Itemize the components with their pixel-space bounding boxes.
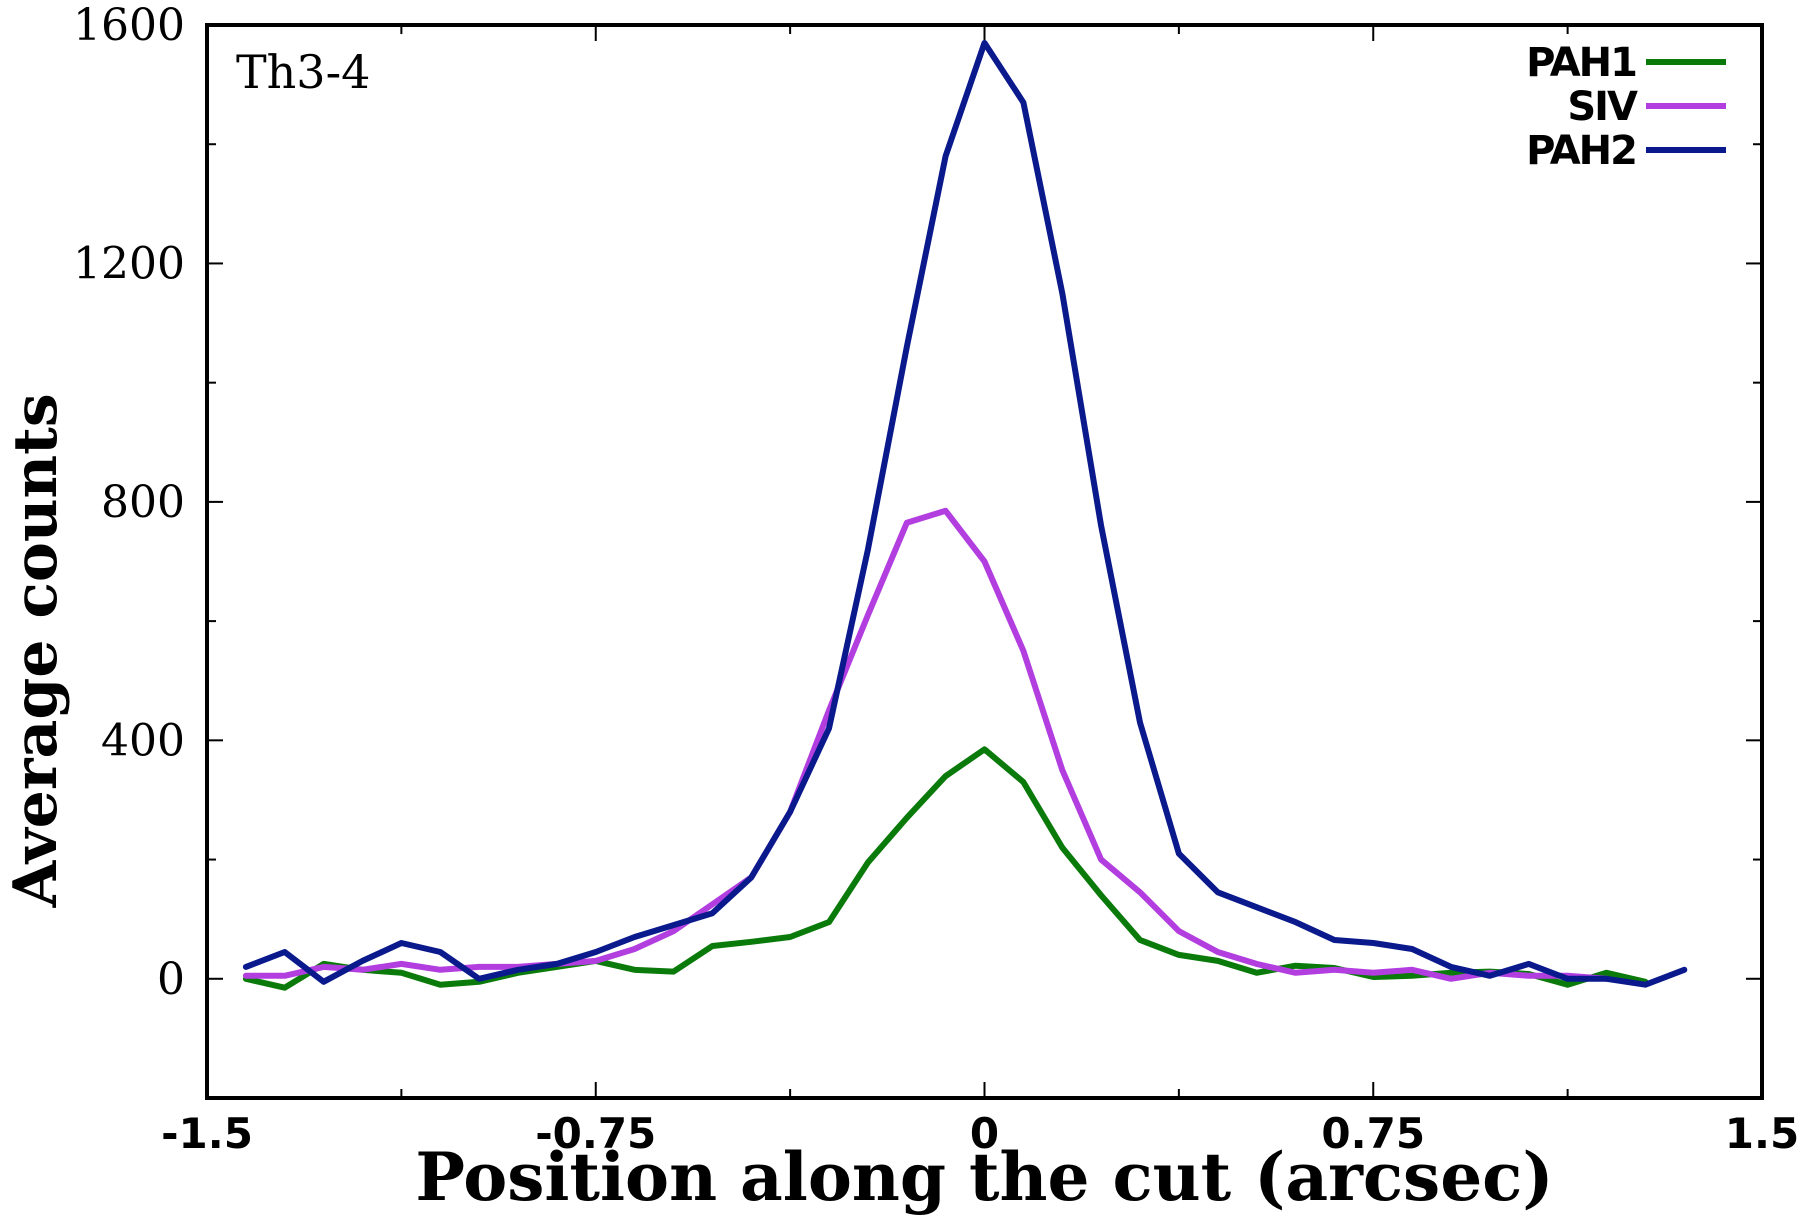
y-tick-label: 1600 bbox=[73, 0, 185, 51]
panel-annotation: Th3-4 bbox=[236, 45, 370, 99]
x-axis-title: Position along the cut (arcsec) bbox=[415, 1138, 1553, 1216]
legend-label: PAH1 bbox=[1526, 40, 1636, 86]
x-tick-label: -0.75 bbox=[535, 1109, 656, 1158]
axis-ticks: 0 400 800 1200 1600 -1.5 -0.75 0 0.75 1.5 bbox=[73, 0, 1799, 1158]
x-tick-label: 1.5 bbox=[1725, 1109, 1799, 1158]
x-tick-label: 0 bbox=[970, 1109, 999, 1158]
y-tick-label: 0 bbox=[157, 954, 185, 1005]
legend-label: SIV bbox=[1567, 84, 1638, 130]
y-tick-label: 1200 bbox=[73, 238, 185, 289]
y-tick-label: 400 bbox=[101, 715, 185, 766]
legend-label: PAH2 bbox=[1526, 128, 1636, 174]
series-line-siv bbox=[242, 507, 1610, 982]
series-line-pah1 bbox=[242, 746, 1649, 991]
x-tick-label: -1.5 bbox=[161, 1109, 253, 1158]
y-axis-title: Average counts bbox=[1, 393, 71, 908]
y-tick-label: 800 bbox=[101, 477, 185, 528]
plot-area bbox=[242, 39, 1688, 991]
series-line-pah2 bbox=[242, 39, 1688, 988]
x-tick-label: 0.75 bbox=[1321, 1109, 1425, 1158]
plot-frame bbox=[205, 23, 1764, 1100]
